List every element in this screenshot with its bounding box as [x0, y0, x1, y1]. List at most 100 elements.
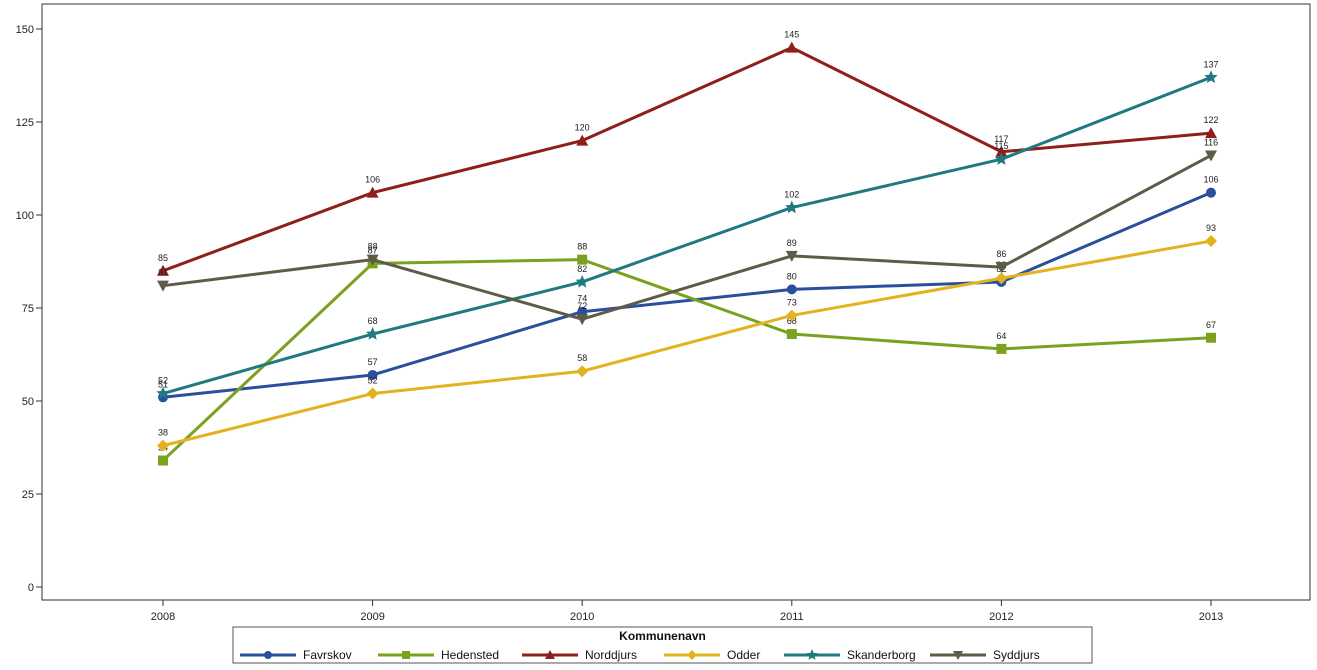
legend-label: Hedensted	[441, 648, 499, 662]
data-label: 89	[787, 238, 797, 248]
data-point	[402, 651, 410, 659]
series-norddjurs: 85 106 120 145 117 122	[157, 30, 1219, 276]
data-point	[576, 314, 589, 326]
data-label: 51	[158, 379, 168, 389]
data-point	[264, 651, 272, 659]
data-point	[786, 284, 797, 295]
data-point	[785, 309, 798, 322]
data-label: 115	[994, 141, 1008, 151]
data-point	[365, 327, 380, 340]
data-label: 68	[368, 316, 378, 326]
data-point	[995, 145, 1008, 157]
series-line	[162, 46, 1212, 273]
data-label: 73	[787, 297, 797, 307]
data-label: 145	[784, 30, 799, 40]
data-label: 120	[575, 123, 590, 133]
data-point	[995, 272, 1008, 285]
y-tick-label: 50	[22, 396, 34, 408]
data-label: 82	[577, 264, 587, 274]
series-line	[161, 258, 1212, 462]
y-tick-label: 125	[16, 117, 34, 129]
legend-label: Norddjurs	[585, 648, 637, 662]
data-label: 81	[158, 268, 168, 278]
data-point	[157, 439, 169, 452]
data-point	[953, 651, 963, 660]
data-point	[1204, 70, 1218, 84]
data-point	[366, 186, 379, 198]
data-point	[994, 152, 1009, 165]
data-point	[996, 343, 1007, 354]
data-label: 116	[1204, 137, 1218, 147]
series-line	[162, 75, 1212, 396]
legend-label: Syddjurs	[993, 648, 1040, 662]
y-tick-label: 150	[16, 24, 34, 36]
data-point	[1205, 235, 1217, 248]
series-odder: 385258738393	[157, 223, 1217, 452]
legend-label: Skanderborg	[847, 648, 916, 662]
data-point	[1206, 332, 1216, 343]
legend-entry: Skanderborg	[784, 648, 916, 662]
data-label: 72	[577, 301, 587, 311]
legend-entry: Odder	[664, 648, 760, 662]
data-point	[575, 274, 589, 288]
x-tick-label: 2010	[570, 611, 594, 623]
data-label: 102	[784, 190, 799, 200]
data-label: 85	[158, 253, 168, 263]
legend-entry: Syddjurs	[930, 648, 1040, 662]
data-label: 58	[577, 353, 587, 363]
data-point	[785, 250, 798, 262]
data-point	[995, 262, 1008, 274]
data-label: 117	[994, 134, 1008, 144]
y-tick-label: 25	[22, 489, 34, 501]
legend-label: Odder	[727, 648, 760, 662]
plot-frame	[41, 3, 1311, 601]
data-label: 93	[1206, 223, 1216, 233]
x-tick-label: 2011	[780, 611, 804, 623]
data-label: 80	[787, 271, 797, 281]
legend-entry: Norddjurs	[522, 648, 637, 662]
data-point	[1206, 187, 1216, 198]
data-label: 86	[996, 249, 1006, 259]
data-point	[785, 41, 798, 53]
data-label: 87	[368, 245, 378, 255]
data-point	[545, 650, 555, 659]
data-label: 88	[577, 242, 587, 252]
data-label: 67	[1206, 320, 1216, 330]
data-label: 122	[1203, 115, 1218, 125]
data-point	[1205, 127, 1217, 139]
data-point	[576, 365, 589, 378]
legend-entry: Hedensted	[378, 648, 499, 662]
data-point	[785, 200, 799, 214]
x-tick-label: 2013	[1199, 611, 1223, 623]
series-syddjurs: 81 88 72 89 86 116	[157, 137, 1218, 326]
data-point	[366, 387, 379, 400]
series-skanderborg: 52 68 82 102 115 137	[156, 59, 1219, 400]
data-point	[786, 329, 797, 340]
data-label: 52	[368, 376, 378, 386]
x-tick-label: 2008	[151, 611, 175, 623]
data-point	[806, 649, 818, 660]
data-label: 74	[577, 294, 587, 304]
legend-box	[232, 626, 1093, 664]
data-point	[157, 264, 169, 276]
data-point	[1205, 150, 1217, 162]
y-tick-label: 100	[16, 210, 34, 222]
legend-entry: Favrskov	[240, 648, 352, 662]
data-label: 88	[368, 242, 378, 252]
data-point	[156, 386, 170, 400]
data-point	[366, 254, 379, 266]
legend-label: Favrskov	[303, 648, 352, 662]
series-line	[162, 154, 1212, 321]
data-point	[158, 455, 168, 466]
series-hedensted: 348788686467	[158, 242, 1216, 466]
data-point	[687, 650, 697, 660]
data-label: 106	[365, 175, 380, 185]
y-tick-label: 0	[28, 582, 34, 594]
series-favrskov: 51 57 74 80 82 106	[158, 175, 1219, 403]
data-label: 38	[158, 428, 168, 438]
series-line	[162, 239, 1212, 448]
legend-title: Kommunenavn	[619, 629, 706, 643]
data-point	[367, 369, 378, 380]
